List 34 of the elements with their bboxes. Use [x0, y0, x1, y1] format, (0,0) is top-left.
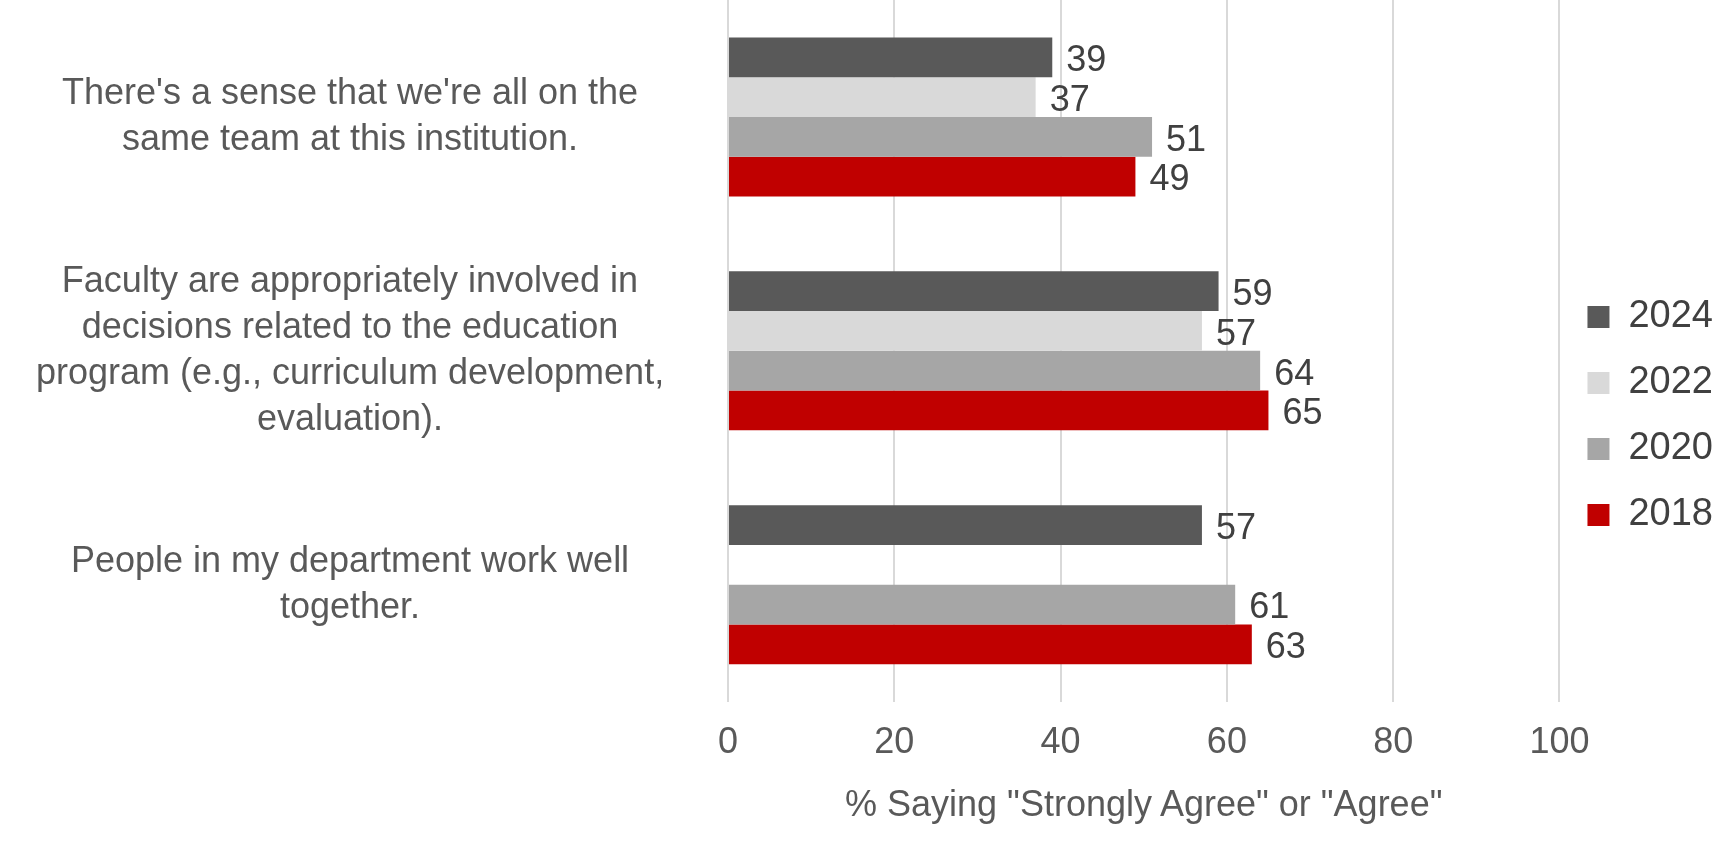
data-label: 59	[1232, 272, 1273, 314]
data-label: 51	[1166, 117, 1207, 159]
x-tick-label: 100	[1529, 720, 1590, 762]
x-tick-label: 60	[1206, 720, 1247, 762]
legend-label: 2020	[1628, 425, 1714, 468]
data-label: 57	[1215, 505, 1256, 547]
bar	[729, 350, 1261, 391]
bar	[729, 271, 1219, 312]
y-tick-label: Faculty are appropriately involved in decisions related to the education program (e.g., curriculum development, evaluation).	[35, 258, 665, 438]
bar	[729, 116, 1153, 157]
legend-label: 2022	[1628, 359, 1714, 402]
data-label: 49	[1149, 157, 1190, 199]
bar	[729, 156, 1136, 197]
bar	[729, 390, 1269, 431]
data-label: 37	[1049, 77, 1090, 119]
legend-label: 2024	[1628, 293, 1714, 336]
bar	[729, 584, 1236, 625]
x-tick-label: 0	[717, 720, 739, 762]
data-label: 39	[1066, 38, 1107, 80]
y-tick-label: People in my department work well together.	[70, 538, 630, 626]
data-label: 65	[1282, 391, 1323, 433]
data-label: 61	[1249, 585, 1290, 627]
legend-label: 2018	[1628, 491, 1714, 534]
data-label: 64	[1274, 351, 1315, 393]
x-tick-label: 80	[1373, 720, 1414, 762]
data-label: 57	[1215, 311, 1256, 353]
x-tick-label: 20	[874, 720, 915, 762]
bar	[729, 624, 1252, 665]
bar	[729, 37, 1053, 78]
x-tick-label: 40	[1040, 720, 1081, 762]
x-axis-title: % Saying "Strongly Agree" or "Agree"	[845, 783, 1443, 825]
bar	[729, 505, 1202, 545]
y-tick-label: There's a sense that we're all on the same team at this institution.	[61, 70, 639, 158]
data-label: 63	[1265, 625, 1306, 667]
